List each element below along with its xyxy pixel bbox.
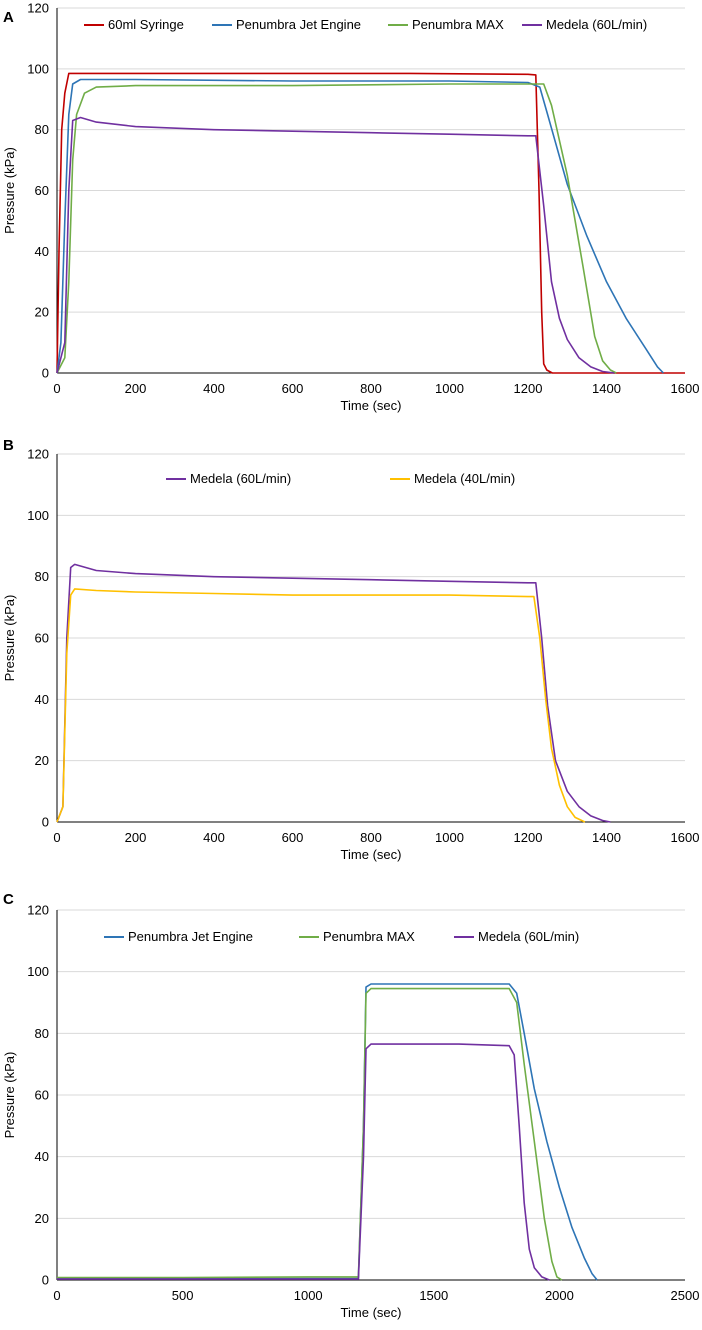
y-axis-label: Pressure (kPa) [2,595,17,682]
x-tick-label: 500 [172,1288,194,1303]
series-line-penumbra-max [56,83,617,374]
x-tick-label: 1500 [419,1288,448,1303]
y-tick-label: 60 [35,1088,49,1103]
x-axis-label: Time (sec) [341,398,402,413]
legend-label: Medela (40L/min) [414,471,515,486]
series-line-medela-60l-min [56,563,611,823]
x-axis-label: Time (sec) [341,1305,402,1320]
legend-label: Medela (60L/min) [190,471,291,486]
y-tick-label: 120 [27,447,49,462]
x-tick-label: 1400 [592,830,621,845]
legend-label: 60ml Syringe [108,17,184,32]
x-tick-label: 1600 [671,830,700,845]
y-tick-label: 20 [35,753,49,768]
series-line-60ml-syringe [56,72,685,374]
y-tick-label: 80 [35,1026,49,1041]
panel-letter: A [3,9,14,26]
y-tick-label: 20 [35,305,49,320]
x-tick-label: 2000 [545,1288,574,1303]
x-tick-label: 2500 [671,1288,700,1303]
panel-letter: C [3,891,14,908]
x-tick-label: 1600 [671,381,700,396]
x-axis-label: Time (sec) [341,847,402,862]
x-tick-label: 0 [53,830,60,845]
y-tick-label: 120 [27,1,49,16]
x-tick-label: 600 [282,830,304,845]
y-tick-label: 80 [35,122,49,137]
y-tick-label: 0 [42,366,49,381]
x-tick-label: 1400 [592,381,621,396]
series-line-penumbra-jet-engine [56,78,664,374]
y-tick-label: 100 [27,508,49,523]
panel-c: C 0 20 40 60 80 100 120 0 500 1000 1500 2000 2500 Time… [2,891,699,1320]
y-tick-label: 0 [42,1273,49,1288]
legend-label: Penumbra Jet Engine [236,17,361,32]
y-tick-label: 80 [35,569,49,584]
panel-letter: B [3,437,14,454]
y-tick-label: 40 [35,244,49,259]
x-tick-label: 1000 [435,381,464,396]
x-tick-label: 600 [282,381,304,396]
series-line-medela-60l-min [56,116,615,374]
x-tick-label: 1000 [435,830,464,845]
y-axis-label: Pressure (kPa) [2,147,17,234]
y-tick-label: 100 [27,964,49,979]
y-tick-label: 20 [35,1211,49,1226]
y-tick-label: 40 [35,1149,49,1164]
y-tick-label: 0 [42,815,49,830]
x-tick-label: 200 [125,830,147,845]
x-tick-label: 800 [360,381,382,396]
series-line-medela-60l-min [57,1043,550,1281]
x-tick-label: 400 [203,830,225,845]
y-tick-label: 100 [27,61,49,76]
x-tick-label: 1200 [514,381,543,396]
legend-label: Penumbra MAX [412,17,504,32]
legend-label: Medela (60L/min) [478,929,579,944]
series-line-medela-40l-min [56,588,586,823]
y-axis-label: Pressure (kPa) [2,1052,17,1139]
series-line-penumbra-jet-engine [57,983,598,1281]
legend-label: Penumbra MAX [323,929,415,944]
x-tick-label: 1200 [514,830,543,845]
legend-label: Medela (60L/min) [546,17,647,32]
y-tick-label: 40 [35,692,49,707]
x-tick-label: 0 [53,381,60,396]
legend-label: Penumbra Jet Engine [128,929,253,944]
y-tick-label: 60 [35,631,49,646]
y-tick-label: 60 [35,183,49,198]
x-tick-label: 800 [360,830,382,845]
x-tick-label: 0 [53,1288,60,1303]
series-line-penumbra-max [57,987,563,1281]
y-tick-label: 120 [27,903,49,918]
x-tick-label: 400 [203,381,225,396]
x-tick-label: 200 [125,381,147,396]
x-tick-label: 1000 [294,1288,323,1303]
